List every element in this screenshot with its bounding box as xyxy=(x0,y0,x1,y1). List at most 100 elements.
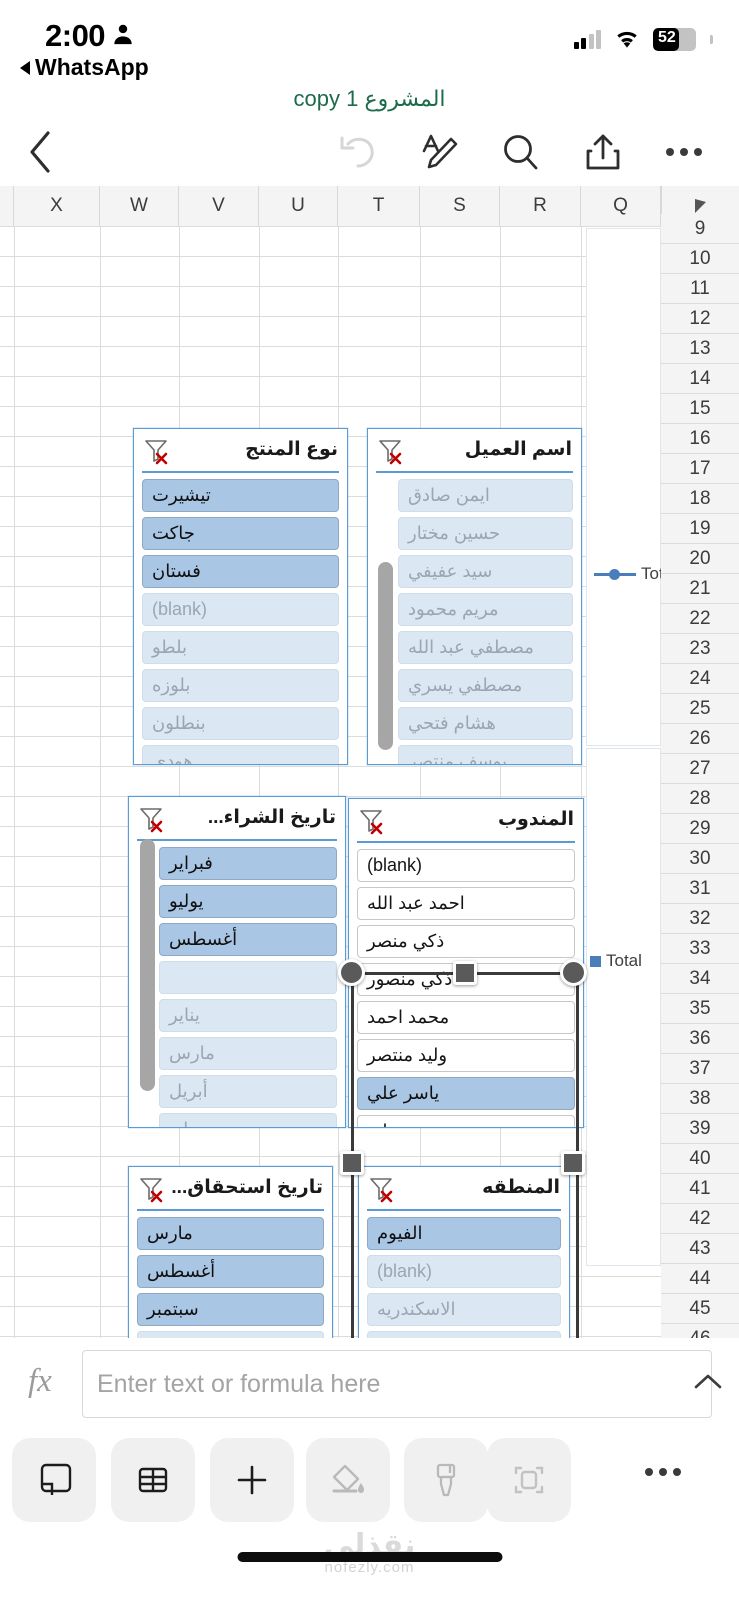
row-header-14[interactable]: 14 xyxy=(661,364,739,394)
row-header-30[interactable]: 30 xyxy=(661,844,739,874)
format-painter-button[interactable] xyxy=(404,1438,488,1522)
slicer-item[interactable]: تيشيرت xyxy=(142,479,339,512)
row-header-28[interactable]: 28 xyxy=(661,784,739,814)
slicer-item[interactable]: يناير xyxy=(159,999,337,1032)
slicer-item[interactable]: جاكت xyxy=(142,517,339,550)
column-header-t[interactable]: T xyxy=(338,186,420,226)
column-header-partial[interactable] xyxy=(0,186,14,226)
slicer-scrollbar[interactable] xyxy=(378,562,393,750)
slicer-item[interactable]: ايمن صادق xyxy=(398,479,573,512)
slicer-item[interactable]: بلوزه xyxy=(142,669,339,702)
clear-filter-icon[interactable] xyxy=(143,437,171,465)
clear-filter-icon[interactable] xyxy=(377,437,405,465)
slicer-item[interactable]: الاسماعيليه xyxy=(367,1331,561,1338)
row-header-25[interactable]: 25 xyxy=(661,694,739,724)
row-header-15[interactable]: 15 xyxy=(661,394,739,424)
row-header-9[interactable]: 9 xyxy=(661,214,739,244)
column-header-w[interactable]: W xyxy=(100,186,179,226)
row-header-32[interactable]: 32 xyxy=(661,904,739,934)
slicer-item[interactable]: (blank) xyxy=(367,1255,561,1288)
slicer-item[interactable]: يوسف علي xyxy=(357,1115,575,1127)
slicer-item[interactable]: أبريل xyxy=(159,1075,337,1108)
clear-filter-icon[interactable] xyxy=(138,1175,166,1203)
slicer-region[interactable]: المنطقه الفيوم (blank) الاسكندريه الاسما… xyxy=(358,1166,570,1338)
row-header-24[interactable]: 24 xyxy=(661,664,739,694)
home-indicator[interactable] xyxy=(237,1552,502,1562)
share-button[interactable] xyxy=(569,118,637,186)
row-header-22[interactable]: 22 xyxy=(661,604,739,634)
slicer-purchase-date[interactable]: تاريخ الشراء... فبراير يوليو أغسطس يناير… xyxy=(128,796,346,1128)
row-header-36[interactable]: 36 xyxy=(661,1024,739,1054)
row-header-11[interactable]: 11 xyxy=(661,274,739,304)
row-header-19[interactable]: 19 xyxy=(661,514,739,544)
row-header-27[interactable]: 27 xyxy=(661,754,739,784)
slicer-items[interactable]: ايمن صادق حسين مختار سيد عفيفي مريم محمو… xyxy=(368,473,581,764)
slicer-item[interactable]: مايو xyxy=(159,1113,337,1127)
row-header-44[interactable]: 44 xyxy=(661,1264,739,1294)
row-header-33[interactable]: 33 xyxy=(661,934,739,964)
fill-color-button[interactable] xyxy=(306,1438,390,1522)
slicer-item[interactable]: أغسطس xyxy=(159,923,337,956)
slicer-item[interactable]: مارس xyxy=(137,1217,324,1250)
back-button[interactable] xyxy=(10,118,70,186)
slicer-product-type[interactable]: نوع المنتج تيشيرت جاكت فستان (blank) بلط… xyxy=(133,428,348,765)
row-header-12[interactable]: 12 xyxy=(661,304,739,334)
slicer-item[interactable]: (blank) xyxy=(142,593,339,626)
back-to-app-link[interactable]: WhatsApp xyxy=(20,54,149,81)
row-header-26[interactable]: 26 xyxy=(661,724,739,754)
slicer-item[interactable]: الفيوم xyxy=(367,1217,561,1250)
resize-handle-middle-right[interactable] xyxy=(561,1151,585,1175)
search-button[interactable] xyxy=(487,118,555,186)
slicer-item[interactable]: ذكي منصر xyxy=(357,925,575,958)
slicer-item[interactable]: أغسطس xyxy=(137,1255,324,1288)
slicer-item[interactable]: يوليو xyxy=(159,885,337,918)
row-header-38[interactable]: 38 xyxy=(661,1084,739,1114)
row-header-29[interactable]: 29 xyxy=(661,814,739,844)
row-header-20[interactable]: 20 xyxy=(661,544,739,574)
slicer-item[interactable]: حسين مختار xyxy=(398,517,573,550)
insert-button[interactable] xyxy=(210,1438,294,1522)
slicer-item[interactable]: يوسف منتصر xyxy=(398,745,573,764)
slicer-item[interactable]: محمد احمد xyxy=(357,1001,575,1034)
row-header-17[interactable]: 17 xyxy=(661,454,739,484)
group-object-button[interactable] xyxy=(487,1438,571,1522)
slicer-item[interactable]: فستان xyxy=(142,555,339,588)
pen-annotate-button[interactable] xyxy=(405,118,473,186)
column-header-q[interactable]: Q xyxy=(581,186,661,226)
row-header-41[interactable]: 41 xyxy=(661,1174,739,1204)
slicer-items[interactable]: مارس أغسطس سبتمبر فبراير أبريل مايو يوني… xyxy=(129,1211,332,1338)
clear-filter-icon[interactable] xyxy=(358,807,386,835)
slicer-item[interactable]: فبراير xyxy=(137,1331,324,1338)
row-header-18[interactable]: 18 xyxy=(661,484,739,514)
column-header-u[interactable]: U xyxy=(259,186,338,226)
resize-handle-middle-left[interactable] xyxy=(340,1151,364,1175)
row-header-34[interactable]: 34 xyxy=(661,964,739,994)
slicer-item[interactable]: احمد عبد الله xyxy=(357,887,575,920)
table-button[interactable] xyxy=(111,1438,195,1522)
column-header-s[interactable]: S xyxy=(420,186,500,226)
slicer-items[interactable]: تيشيرت جاكت فستان (blank) بلطو بلوزه بنط… xyxy=(134,473,347,764)
slicer-items[interactable]: الفيوم (blank) الاسكندريه الاسماعيليه ال… xyxy=(359,1211,569,1338)
row-header-35[interactable]: 35 xyxy=(661,994,739,1024)
slicer-item[interactable]: بنطلون xyxy=(142,707,339,740)
row-header-13[interactable]: 13 xyxy=(661,334,739,364)
row-header-37[interactable]: 37 xyxy=(661,1054,739,1084)
slicer-items[interactable]: (blank) احمد عبد الله ذكي منصر ذكي منصور… xyxy=(349,843,583,1127)
row-header-16[interactable]: 16 xyxy=(661,424,739,454)
chart-plot-top[interactable] xyxy=(586,228,661,746)
slicer-item[interactable]: فبراير xyxy=(159,847,337,880)
spreadsheet-area[interactable]: Total Total نوع المنتج تيشيرت جاكت فستان… xyxy=(0,186,739,1338)
slicer-item[interactable]: بلطو xyxy=(142,631,339,664)
row-header-42[interactable]: 42 xyxy=(661,1204,739,1234)
column-header-v[interactable]: V xyxy=(179,186,259,226)
chart-plot-bottom[interactable] xyxy=(586,748,661,1266)
slicer-scrollbar[interactable] xyxy=(140,839,155,1091)
more-button[interactable] xyxy=(650,118,718,186)
row-header-45[interactable]: 45 xyxy=(661,1294,739,1324)
slicer-item[interactable] xyxy=(159,961,337,994)
slicer-due-date[interactable]: تاريخ استحقاق... مارس أغسطس سبتمبر فبراي… xyxy=(128,1166,333,1338)
column-header-r[interactable]: R xyxy=(500,186,581,226)
row-header-39[interactable]: 39 xyxy=(661,1114,739,1144)
slicer-item[interactable]: مصطفي يسري xyxy=(398,669,573,702)
column-header-x[interactable]: X xyxy=(14,186,100,226)
